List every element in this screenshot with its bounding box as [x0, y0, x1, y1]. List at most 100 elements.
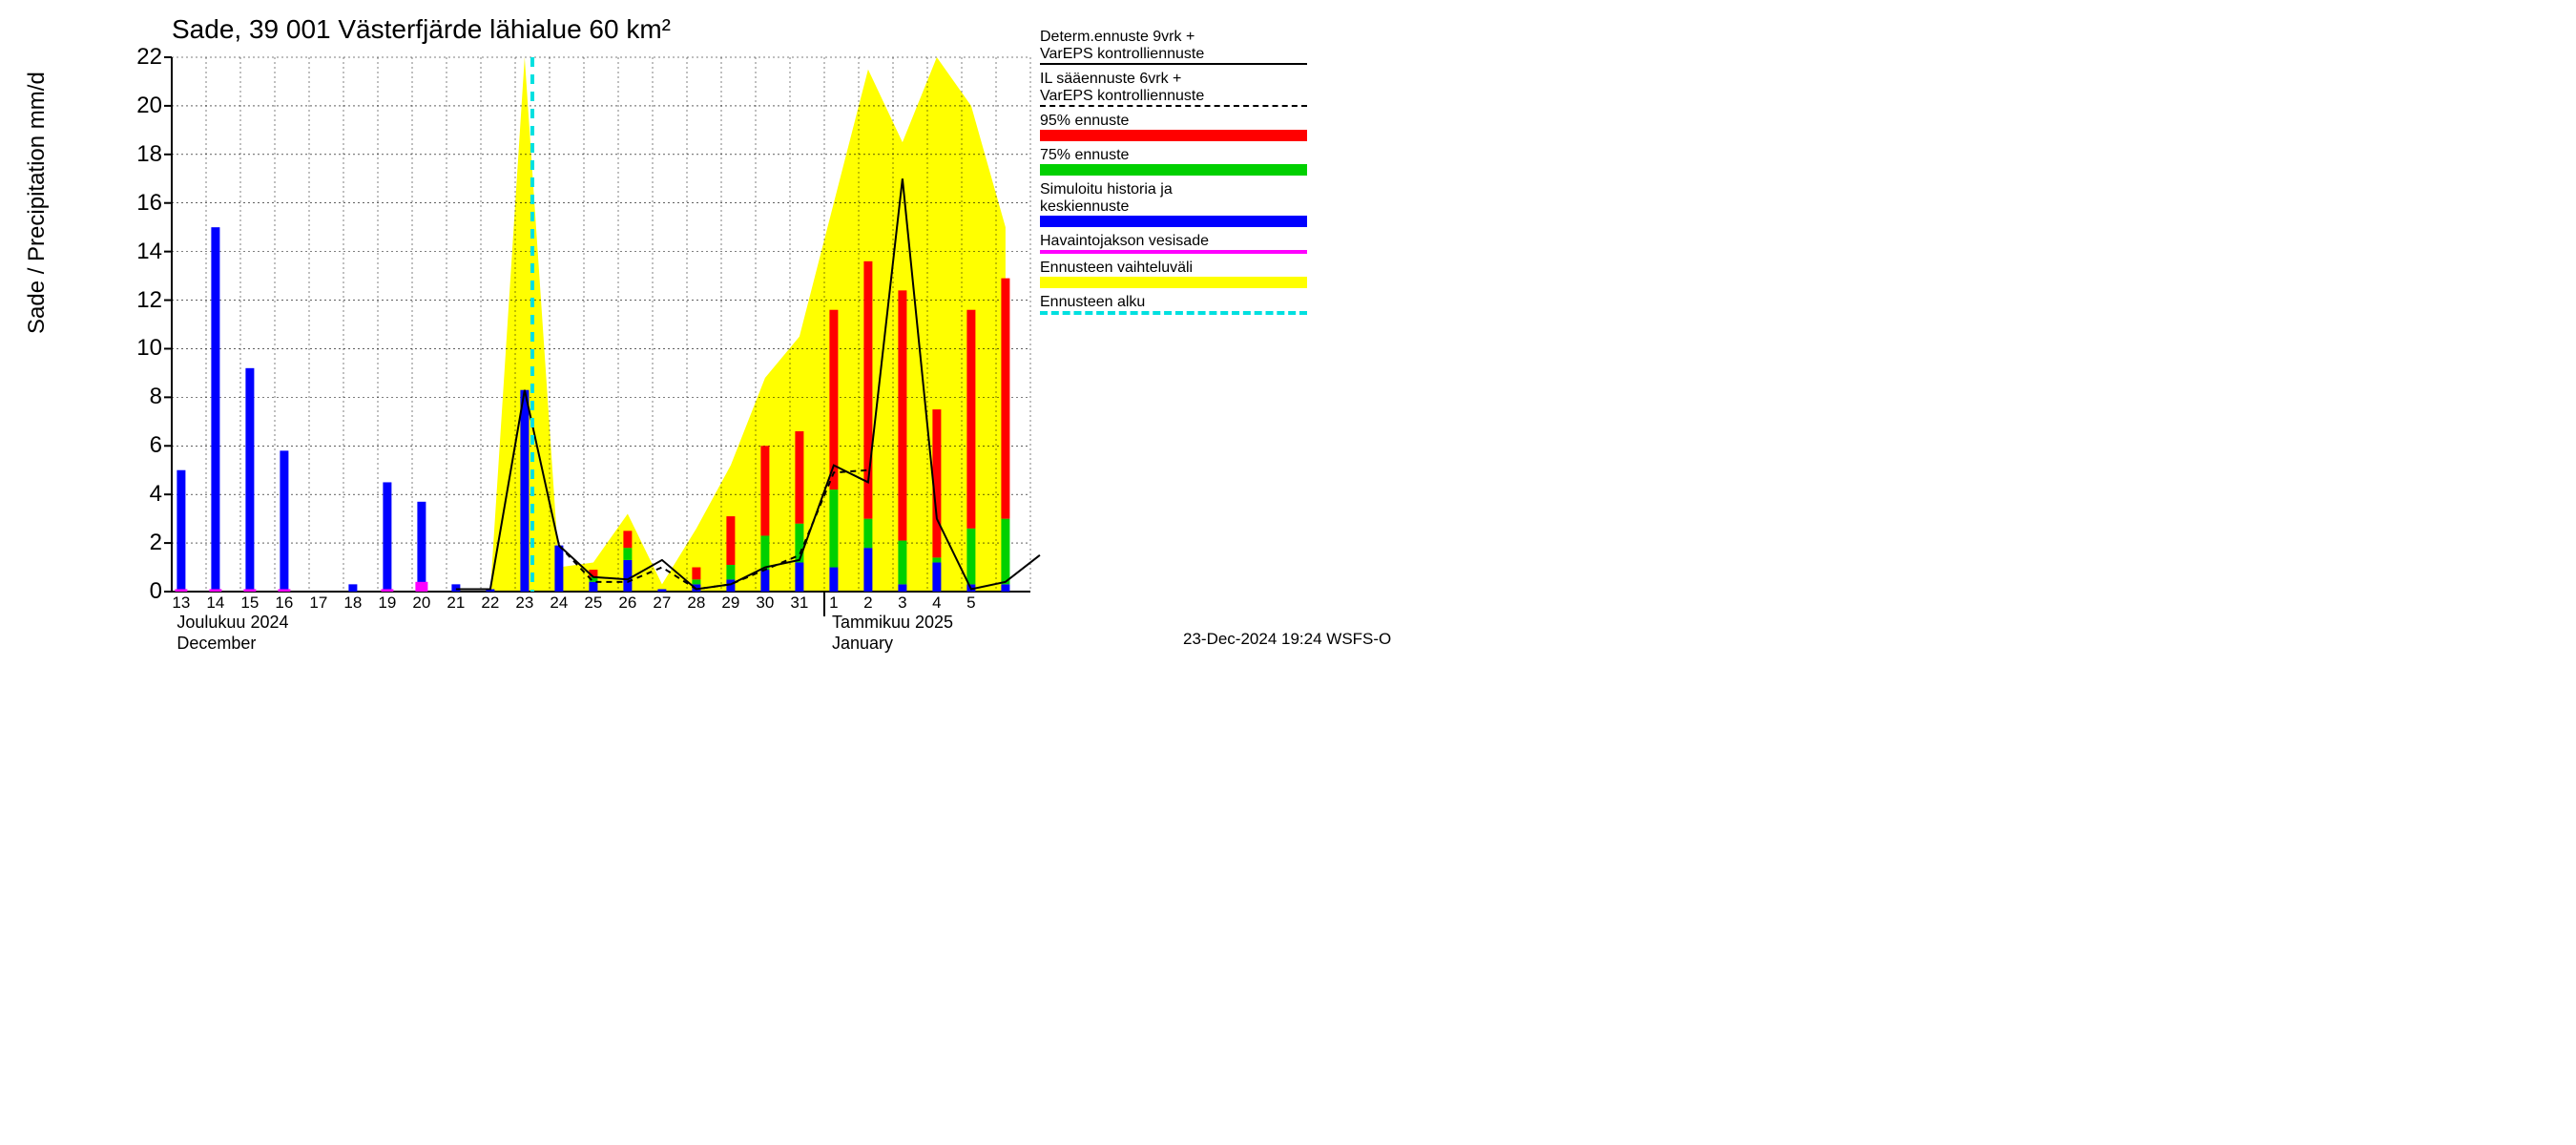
x-tick-label: 20: [412, 592, 430, 613]
x-tick-label: 5: [966, 592, 975, 613]
chart-area: 0246810121416182022131415161718192021222…: [172, 57, 1030, 592]
y-tick-label: 14: [105, 239, 172, 265]
legend-vaihtelu-label: Ennusteen vaihteluväli: [1040, 260, 1307, 277]
month-label: January: [832, 592, 893, 654]
bar-magenta: [415, 582, 427, 592]
bar-green: [932, 557, 941, 562]
bar-green: [863, 519, 872, 549]
month-label: December: [177, 592, 256, 654]
bar-red: [829, 310, 838, 489]
x-tick-label: 24: [550, 592, 568, 613]
bar-blue: [829, 568, 838, 592]
legend-havainto: Havaintojakson vesisade: [1040, 233, 1307, 254]
page-title: Sade, 39 001 Västerfjärde lähialue 60 km…: [172, 14, 671, 45]
bar-blue: [898, 584, 906, 592]
y-tick-label: 12: [105, 287, 172, 314]
bar-green: [795, 524, 803, 563]
bar-blue: [245, 368, 254, 592]
x-tick-label: 27: [653, 592, 671, 613]
bar-green: [898, 541, 906, 585]
legend-il-line1: IL sääennuste 6vrk +: [1040, 71, 1307, 88]
bar-red: [795, 431, 803, 524]
bar-blue: [795, 562, 803, 592]
legend-swatch-red: [1040, 130, 1307, 141]
y-tick-label: 16: [105, 190, 172, 217]
x-tick-label: 25: [584, 592, 602, 613]
legend-alku-label: Ennusteen alku: [1040, 294, 1307, 311]
y-tick-label: 4: [105, 481, 172, 508]
y-tick-label: 20: [105, 93, 172, 119]
legend-p75-label: 75% ennuste: [1040, 147, 1307, 164]
x-tick-label: 23: [515, 592, 533, 613]
legend-swatch-cyan-dash: [1040, 311, 1307, 315]
bar-blue: [1001, 584, 1009, 592]
bar-blue: [520, 390, 529, 592]
legend-havainto-label: Havaintojakson vesisade: [1040, 233, 1307, 250]
y-tick-label: 10: [105, 335, 172, 362]
bar-blue: [280, 450, 288, 592]
bar-green: [1001, 519, 1009, 585]
bar-blue: [417, 502, 426, 592]
bar-green: [966, 529, 975, 585]
x-tick-label: 17: [309, 592, 327, 613]
legend-determ: Determ.ennuste 9vrk + VarEPS kontrollien…: [1040, 29, 1307, 65]
x-tick-label: 21: [447, 592, 465, 613]
bar-blue: [451, 584, 460, 592]
bar-blue: [211, 227, 219, 592]
bar-green: [726, 565, 735, 579]
legend-swatch-yellow: [1040, 277, 1307, 288]
bar-blue: [863, 548, 872, 592]
x-tick-label: 26: [618, 592, 636, 613]
forecast-range-area: [181, 57, 1006, 592]
y-tick-label: 8: [105, 384, 172, 410]
bar-blue: [932, 562, 941, 592]
y-tick-label: 22: [105, 44, 172, 71]
bar-red: [1001, 279, 1009, 519]
bar-red: [898, 290, 906, 540]
x-tick-label: 28: [687, 592, 705, 613]
legend-sim-line1: Simuloitu historia ja: [1040, 181, 1307, 198]
bar-blue: [348, 584, 357, 592]
x-tick-label: 18: [343, 592, 362, 613]
x-tick-label: 30: [756, 592, 774, 613]
x-tick-label: 19: [378, 592, 396, 613]
legend-swatch-dashed-line: [1040, 105, 1307, 107]
bar-red: [623, 531, 632, 548]
bar-red: [760, 446, 769, 535]
bar-green: [692, 579, 700, 584]
legend-vaihtelu: Ennusteen vaihteluväli: [1040, 260, 1307, 288]
y-axis-label: Sade / Precipitation mm/d: [24, 72, 51, 334]
bar-red: [726, 516, 735, 565]
bar-blue: [589, 582, 597, 592]
legend-il-line2: VarEPS kontrolliennuste: [1040, 88, 1307, 105]
bar-blue: [554, 546, 563, 592]
y-tick-label: 2: [105, 530, 172, 556]
legend-determ-line1: Determ.ennuste 9vrk +: [1040, 29, 1307, 46]
bar-blue: [177, 470, 185, 592]
x-tick-label: 22: [481, 592, 499, 613]
legend-sim: Simuloitu historia ja keskiennuste: [1040, 181, 1307, 227]
bar-red: [692, 568, 700, 580]
y-tick-label: 0: [105, 578, 172, 605]
legend-p75: 75% ennuste: [1040, 147, 1307, 176]
bar-red: [966, 310, 975, 529]
bar-blue: [623, 560, 632, 592]
bar-blue: [760, 570, 769, 592]
x-tick-label: 31: [790, 592, 808, 613]
legend-determ-line2: VarEPS kontrolliennuste: [1040, 46, 1307, 63]
legend-p95: 95% ennuste: [1040, 113, 1307, 141]
legend-p95-label: 95% ennuste: [1040, 113, 1307, 130]
legend-swatch-solid-line: [1040, 63, 1307, 65]
legend-swatch-magenta: [1040, 250, 1307, 254]
legend-il: IL sääennuste 6vrk + VarEPS kontrollienn…: [1040, 71, 1307, 107]
legend-sim-line2: keskiennuste: [1040, 198, 1307, 216]
bar-green: [760, 535, 769, 570]
legend: Determ.ennuste 9vrk + VarEPS kontrollien…: [1040, 29, 1307, 321]
precipitation-chart: [172, 57, 1030, 592]
y-tick-label: 18: [105, 141, 172, 168]
bar-blue: [383, 482, 391, 592]
legend-swatch-green: [1040, 164, 1307, 176]
legend-alku: Ennusteen alku: [1040, 294, 1307, 315]
bar-green: [623, 548, 632, 560]
footer-timestamp: 23-Dec-2024 19:24 WSFS-O: [1183, 630, 1391, 649]
